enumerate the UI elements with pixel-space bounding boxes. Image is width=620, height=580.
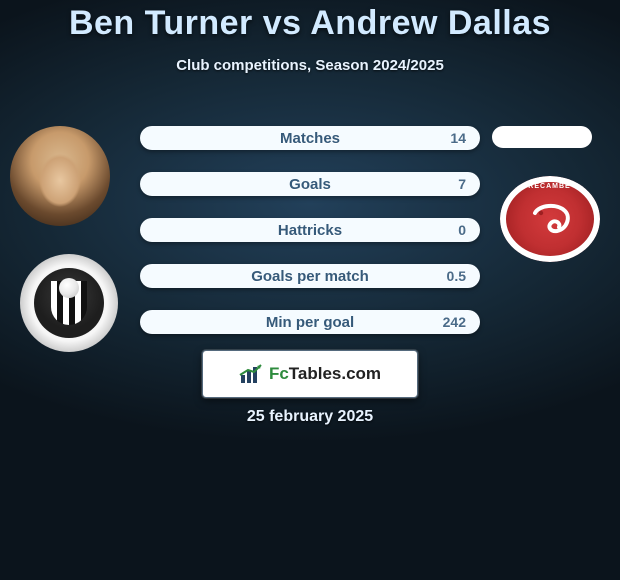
- player-1-avatar: [10, 126, 110, 226]
- stat-label: Matches: [140, 126, 480, 150]
- player-2-club-badge: MORECAMBE FC: [500, 176, 600, 262]
- club-badge-text: MORECAMBE FC: [500, 183, 600, 190]
- stat-value: 242: [443, 310, 466, 334]
- stat-bar-min-per-goal: Min per goal 242: [140, 310, 480, 334]
- title-player-1: Ben Turner: [69, 4, 253, 42]
- stat-label: Hattricks: [140, 218, 480, 242]
- brand-text: FcTables.com: [269, 364, 381, 384]
- player-2-avatar: [492, 126, 592, 148]
- stat-value: 7: [458, 172, 466, 196]
- ball-icon: [59, 278, 79, 298]
- club-badge-inner: [34, 268, 104, 338]
- page-title: Ben Turner vs Andrew Dallas: [0, 4, 620, 43]
- comparison-card: Ben Turner vs Andrew Dallas Club competi…: [0, 0, 620, 580]
- stat-value: 14: [450, 126, 466, 150]
- brand-suffix: Tables.com: [289, 364, 381, 383]
- title-vs: vs: [263, 4, 302, 42]
- stat-value: 0: [458, 218, 466, 242]
- stat-label: Min per goal: [140, 310, 480, 334]
- title-player-2: Andrew Dallas: [310, 4, 551, 42]
- subtitle: Club competitions, Season 2024/2025: [0, 57, 620, 74]
- stat-bar-hattricks: Hattricks 0: [140, 218, 480, 242]
- stat-bar-goals-per-match: Goals per match 0.5: [140, 264, 480, 288]
- bars-icon: [239, 363, 263, 385]
- brand-prefix: Fc: [269, 364, 289, 383]
- date-text: 25 february 2025: [0, 408, 620, 426]
- brand-box: FcTables.com: [202, 350, 418, 398]
- stat-bar-goals: Goals 7: [140, 172, 480, 196]
- player-1-club-badge: [20, 254, 118, 352]
- stat-label: Goals per match: [140, 264, 480, 288]
- stat-label: Goals: [140, 172, 480, 196]
- stat-bar-matches: Matches 14: [140, 126, 480, 150]
- stat-value: 0.5: [447, 264, 466, 288]
- stats-bars: Matches 14 Goals 7 Hattricks 0 Goals per…: [140, 126, 480, 356]
- shrimp-icon: [527, 199, 573, 239]
